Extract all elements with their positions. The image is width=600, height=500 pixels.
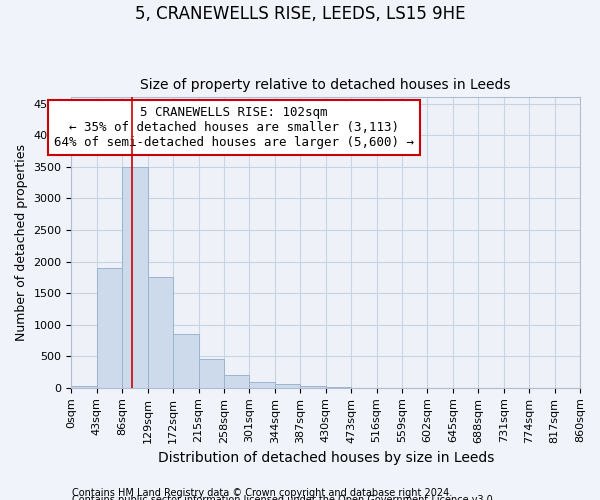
- Bar: [224, 375, 250, 388]
- Bar: [148, 278, 173, 388]
- Bar: [71, 386, 97, 388]
- Bar: [97, 268, 122, 388]
- Text: 5 CRANEWELLS RISE: 102sqm
← 35% of detached houses are smaller (3,113)
64% of se: 5 CRANEWELLS RISE: 102sqm ← 35% of detac…: [54, 106, 414, 149]
- Text: Contains public sector information licensed under the Open Government Licence v3: Contains public sector information licen…: [72, 495, 496, 500]
- Bar: [326, 387, 351, 388]
- X-axis label: Distribution of detached houses by size in Leeds: Distribution of detached houses by size …: [158, 451, 494, 465]
- Y-axis label: Number of detached properties: Number of detached properties: [15, 144, 28, 341]
- Text: 5, CRANEWELLS RISE, LEEDS, LS15 9HE: 5, CRANEWELLS RISE, LEEDS, LS15 9HE: [135, 5, 465, 23]
- Text: Contains HM Land Registry data © Crown copyright and database right 2024.: Contains HM Land Registry data © Crown c…: [72, 488, 452, 498]
- Bar: [122, 167, 148, 388]
- Title: Size of property relative to detached houses in Leeds: Size of property relative to detached ho…: [140, 78, 511, 92]
- Bar: [275, 384, 300, 388]
- Bar: [250, 382, 275, 388]
- Bar: [173, 334, 199, 388]
- Bar: [199, 360, 224, 388]
- Bar: [300, 386, 326, 388]
